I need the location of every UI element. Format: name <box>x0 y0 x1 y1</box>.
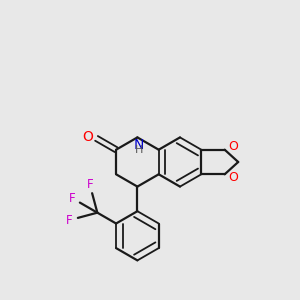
Text: H: H <box>134 145 143 155</box>
Text: O: O <box>228 171 238 184</box>
Text: O: O <box>228 140 238 153</box>
Text: O: O <box>82 130 93 145</box>
Text: F: F <box>69 192 75 205</box>
Text: F: F <box>86 178 93 191</box>
Text: N: N <box>134 138 144 152</box>
Text: F: F <box>66 214 73 227</box>
